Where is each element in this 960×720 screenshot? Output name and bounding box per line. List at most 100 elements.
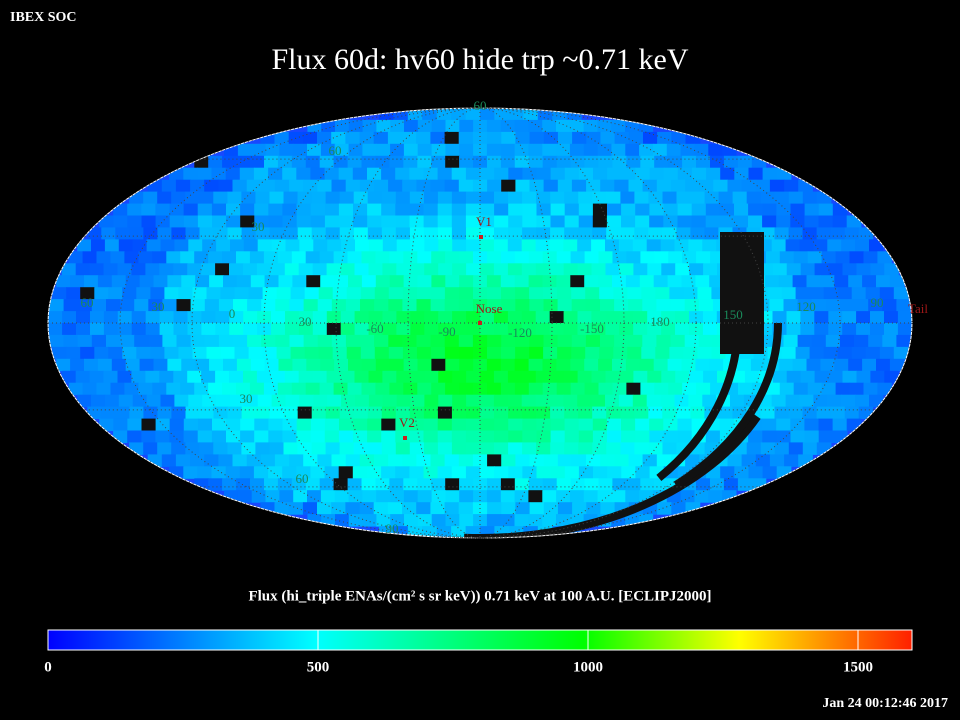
sky-cell bbox=[536, 466, 552, 479]
sky-cell bbox=[486, 119, 502, 133]
sky-cell bbox=[117, 311, 133, 324]
sky-cell bbox=[131, 311, 147, 324]
sky-cell bbox=[493, 311, 509, 324]
sky-cell bbox=[87, 406, 102, 420]
sky-cell bbox=[247, 299, 262, 312]
sky-cell bbox=[514, 251, 530, 264]
sky-cell bbox=[702, 311, 718, 324]
sky-cell bbox=[626, 155, 641, 169]
sky-cell bbox=[465, 203, 481, 217]
sky-cell bbox=[776, 466, 792, 479]
sky-cell bbox=[690, 227, 705, 240]
sky-cell bbox=[169, 203, 185, 217]
sky-cell bbox=[459, 382, 474, 396]
sky-cell bbox=[416, 179, 432, 193]
sky-cell bbox=[62, 311, 77, 324]
sky-cell bbox=[628, 131, 644, 145]
sky-cell bbox=[325, 227, 341, 240]
sky-cell bbox=[277, 155, 293, 169]
sky-cell bbox=[832, 203, 848, 217]
sky-cell bbox=[668, 251, 683, 264]
sky-cell bbox=[96, 382, 111, 396]
sky-cell bbox=[639, 143, 654, 157]
sky-cell bbox=[375, 358, 391, 372]
sky-cell bbox=[348, 490, 363, 503]
sky-cell bbox=[409, 442, 425, 455]
sky-cell bbox=[606, 191, 621, 205]
sky-cell bbox=[375, 382, 390, 396]
sky-cell bbox=[367, 191, 383, 205]
sky-cell bbox=[190, 454, 205, 467]
sky-cell bbox=[583, 143, 599, 157]
sky-cell bbox=[230, 239, 245, 252]
sky-cell bbox=[834, 358, 849, 372]
sky-cell bbox=[211, 203, 227, 217]
sky-cell bbox=[388, 346, 404, 360]
sky-cell bbox=[410, 263, 425, 276]
sky-cell bbox=[264, 358, 280, 372]
sky-cell bbox=[600, 299, 615, 312]
sky-cell bbox=[593, 466, 608, 479]
marker-dot bbox=[403, 436, 407, 440]
sky-cell bbox=[403, 478, 418, 491]
sky-cell bbox=[877, 251, 892, 264]
sky-cell bbox=[227, 442, 242, 455]
sky-cell bbox=[348, 358, 363, 372]
sky-cell bbox=[500, 143, 516, 157]
sky-cell bbox=[396, 323, 411, 336]
sky-cell bbox=[243, 311, 258, 324]
sky-cell bbox=[543, 287, 558, 300]
sky-cell bbox=[153, 275, 168, 288]
sky-cell bbox=[737, 478, 753, 491]
sky-cell bbox=[564, 406, 579, 420]
sky-cell bbox=[180, 382, 195, 396]
sky-cell bbox=[326, 263, 342, 276]
sky-cell bbox=[619, 263, 634, 276]
sky-cell bbox=[641, 287, 656, 300]
sky-cell bbox=[862, 275, 877, 288]
sky-cell bbox=[621, 167, 636, 181]
sky-cell bbox=[451, 406, 467, 420]
sky-cell bbox=[141, 203, 156, 217]
sky-cell bbox=[466, 442, 481, 455]
sky-cell bbox=[800, 263, 816, 276]
sky-cell bbox=[543, 131, 559, 145]
sky-cell bbox=[262, 287, 278, 300]
sky-cell bbox=[367, 215, 382, 228]
sky-cell bbox=[663, 203, 679, 217]
sky-cell bbox=[599, 346, 614, 360]
sky-cell bbox=[261, 334, 276, 348]
sky-cell bbox=[390, 514, 405, 527]
sky-cell bbox=[563, 323, 579, 336]
sky-cell bbox=[813, 239, 828, 252]
sky-cell bbox=[303, 179, 318, 193]
sky-cell bbox=[317, 299, 333, 312]
sky-cell bbox=[649, 203, 665, 217]
sky-cell bbox=[115, 227, 130, 240]
sky-cell bbox=[515, 287, 530, 300]
sky-cell bbox=[312, 323, 328, 336]
sky-cell bbox=[727, 454, 743, 467]
sky-cell bbox=[784, 179, 799, 193]
sky-cell bbox=[473, 119, 488, 133]
sky-cell bbox=[320, 490, 336, 503]
sky-cell bbox=[296, 167, 311, 181]
sky-cell bbox=[684, 334, 700, 348]
sky-cell bbox=[465, 430, 481, 443]
sky-cell bbox=[606, 442, 621, 455]
sky-cell bbox=[145, 263, 160, 276]
sky-cell bbox=[324, 466, 340, 479]
sky-cell bbox=[542, 143, 557, 157]
sky-cell bbox=[634, 442, 649, 455]
sky-cell bbox=[778, 358, 794, 372]
sky-cell bbox=[685, 131, 701, 145]
sky-cell bbox=[367, 167, 382, 181]
grid-label: 30 bbox=[152, 299, 165, 314]
sky-cell bbox=[250, 155, 265, 169]
sky-cell bbox=[550, 167, 566, 181]
sky-cell bbox=[563, 370, 579, 384]
sky-cell bbox=[807, 382, 823, 396]
sky-cell bbox=[402, 502, 417, 515]
sky-cell bbox=[202, 394, 217, 408]
sky-cell bbox=[389, 358, 405, 372]
